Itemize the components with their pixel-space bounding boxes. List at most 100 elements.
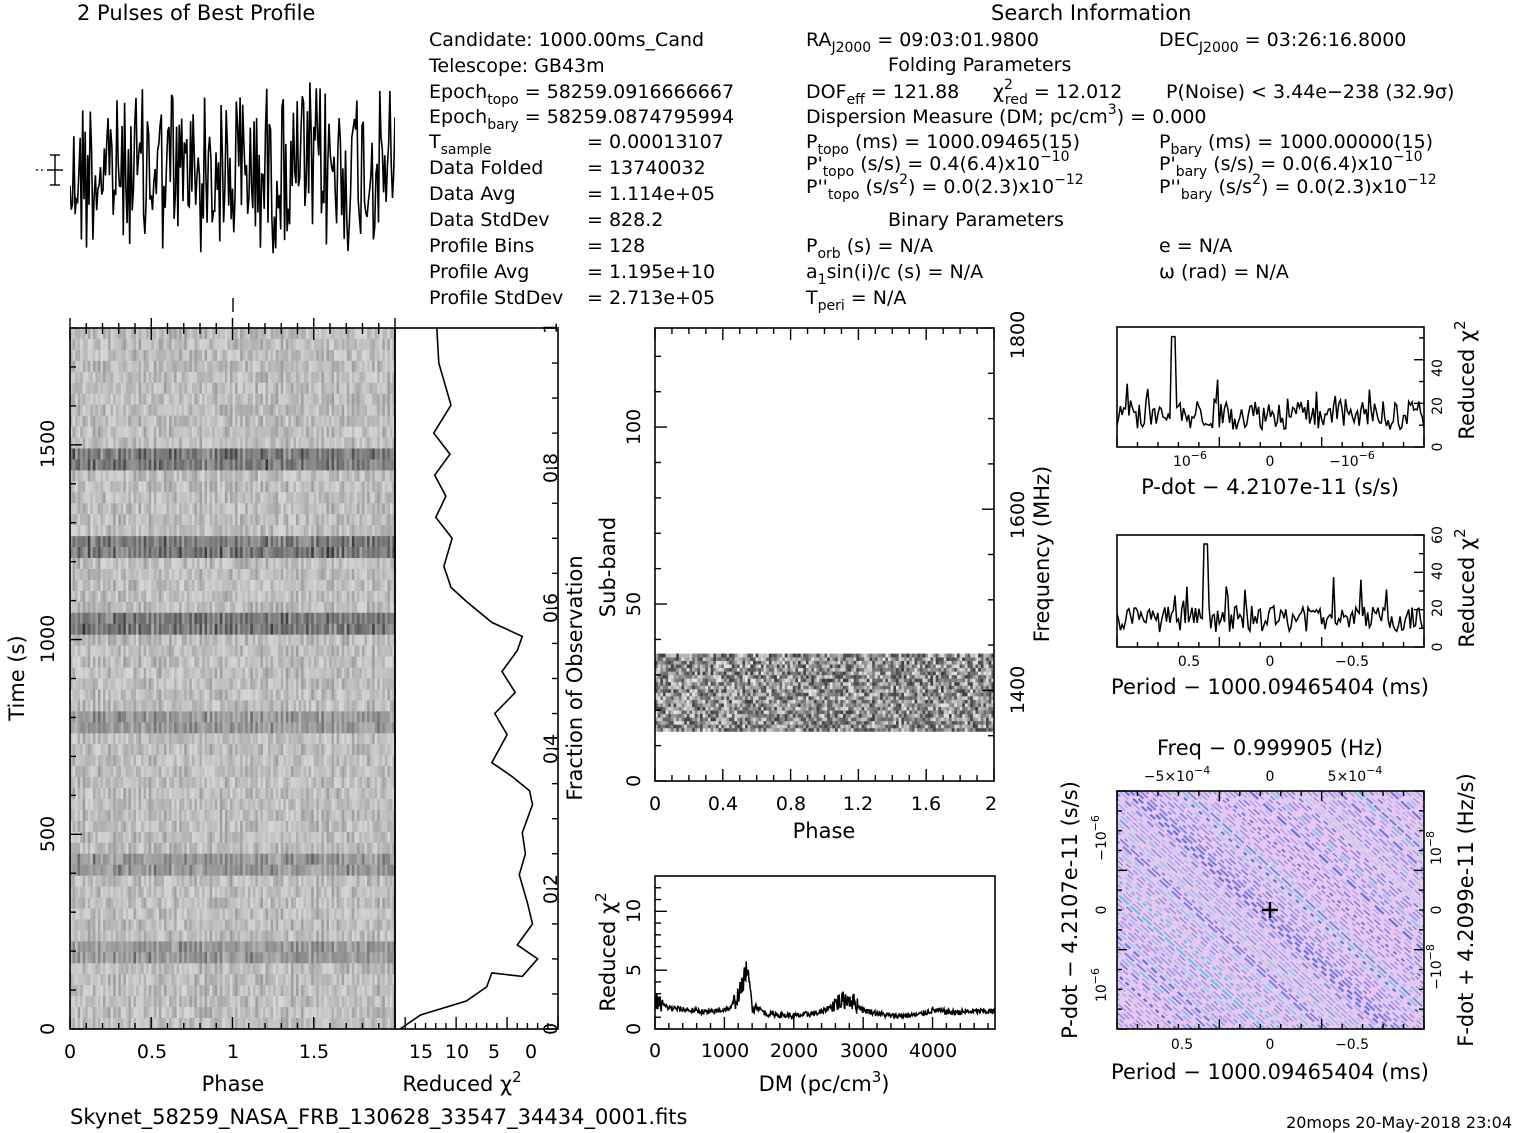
time-phase-cell (326, 404, 330, 416)
time-phase-cell (255, 426, 259, 438)
time-phase-cell (323, 722, 327, 734)
time-phase-cell (379, 634, 383, 646)
time-phase-cell (136, 328, 139, 340)
time-phase-cell (128, 733, 132, 745)
time-phase-cell (229, 700, 233, 712)
time-phase-cell (252, 470, 256, 482)
time-phase-cell (275, 579, 279, 592)
time-phase-cell (146, 558, 150, 570)
time-phase-cell (318, 459, 322, 471)
time-phase-cell (336, 328, 340, 340)
time-phase-cell (186, 448, 190, 460)
time-phase-cell (138, 338, 142, 351)
time-phase-cell (118, 492, 122, 504)
time-phase-cell (95, 525, 99, 537)
time-phase-cell (379, 514, 383, 526)
time-phase-cell (202, 360, 205, 373)
time-phase-cell (237, 393, 241, 405)
time-phase-cell (194, 623, 198, 635)
time-phase-cell (265, 404, 269, 416)
time-phase-cell (382, 503, 386, 515)
time-phase-cell (255, 470, 259, 482)
time-phase-cell (237, 547, 241, 559)
time-phase-cell (364, 393, 368, 405)
time-phase-cell (125, 689, 129, 701)
time-phase-cell (80, 328, 83, 340)
time-phase-cell (110, 481, 114, 493)
time-phase-cell (176, 590, 180, 603)
time-phase-cell (336, 568, 340, 581)
time-phase-cell (207, 371, 210, 384)
time-phase-cell (156, 590, 160, 603)
time-phase-cell (125, 645, 129, 657)
time-phase-cell (123, 667, 127, 679)
time-phase-cell (103, 382, 106, 395)
time-phase-cell (97, 448, 101, 460)
time-phase-cell (237, 371, 241, 384)
time-phase-cell (298, 328, 302, 340)
time-phase-cell (186, 667, 190, 679)
time-phase-cell (202, 634, 205, 646)
time-phase-cell (212, 558, 216, 570)
time-phase-cell (130, 426, 134, 438)
time-phase-cell (100, 579, 104, 592)
time-phase-cell (85, 404, 89, 416)
time-phase-cell (334, 547, 337, 559)
time-phase-cell (85, 590, 89, 603)
time-phase-cell (268, 437, 271, 449)
time-phase-cell (115, 601, 119, 614)
time-phase-cell (359, 448, 363, 460)
time-phase-cell (321, 459, 325, 471)
time-phase-cell (115, 678, 119, 690)
time-phase-cell (153, 645, 157, 657)
time-phase-cell (118, 689, 122, 701)
time-phase-cell (361, 371, 365, 384)
time-phase-cell (118, 667, 122, 679)
time-phase-cell (275, 459, 279, 471)
time-phase-cell (148, 678, 152, 690)
time-phase-cell (181, 470, 185, 482)
time-phase-cell (174, 612, 177, 625)
time-phase-cell (120, 492, 124, 504)
time-phase-cell (308, 415, 312, 427)
time-phase-cell (75, 579, 78, 592)
time-phase-cell (158, 328, 162, 340)
time-phase-cell (77, 404, 81, 416)
time-phase-cell (118, 722, 122, 734)
data-folded-value: = 13740032 (587, 157, 706, 179)
time-phase-cell (389, 601, 393, 614)
time-phase-cell (217, 514, 221, 526)
time-phase-cell (176, 711, 180, 723)
time-phase-cell (207, 700, 210, 712)
time-phase-cell (158, 601, 162, 614)
time-phase-cell (130, 733, 134, 745)
time-phase-cell (379, 404, 383, 416)
time-phase-cell (105, 656, 109, 668)
time-phase-cell (318, 601, 322, 614)
time-phase-cell (166, 568, 170, 581)
time-phase-cell (82, 426, 86, 438)
dm-text: Dispersion Measure (DM; pc/cm3) = 0.000 (806, 102, 1207, 128)
time-phase-cell (349, 338, 353, 351)
time-phase-cell (90, 558, 94, 570)
time-phase-cell (171, 426, 175, 438)
time-phase-cell (163, 514, 167, 526)
epoch-bary-text: Epochbary = 58259.0874795994 (429, 106, 734, 133)
time-phase-cell (326, 338, 330, 351)
time-phase-cell (334, 448, 337, 460)
time-phase-cell (141, 656, 144, 668)
time-phase-cell (252, 568, 256, 581)
time-phase-cell (295, 492, 299, 504)
time-phase-cell (227, 404, 231, 416)
time-phase-cell (97, 579, 101, 592)
time-phase-cell (240, 733, 243, 745)
time-phase-cell (275, 678, 279, 690)
time-phase-cell (379, 382, 383, 395)
time-phase-cell (151, 667, 155, 679)
time-phase-cell (255, 525, 259, 537)
time-phase-cell (125, 404, 129, 416)
time-phase-cell (331, 481, 335, 493)
time-phase-cell (341, 437, 345, 449)
time-phase-cell (361, 601, 365, 614)
time-phase-cell (229, 733, 233, 745)
